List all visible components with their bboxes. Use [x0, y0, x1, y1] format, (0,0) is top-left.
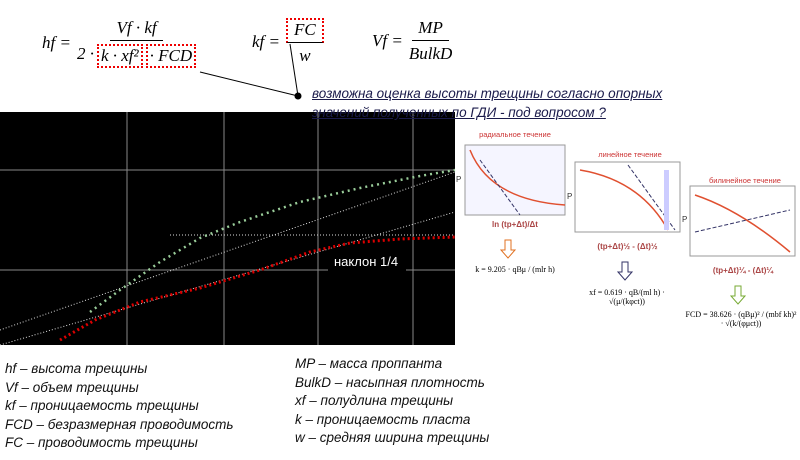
shape	[694, 194, 791, 253]
diagram-3	[689, 185, 796, 305]
legend-item: xf – полудлина трещины	[295, 393, 454, 408]
shape	[616, 261, 634, 281]
legend-left: hf – высота трещины Vf – объем трещины kf …	[5, 360, 234, 453]
shape	[664, 170, 669, 230]
label-box	[328, 252, 406, 272]
den-part: BulkD	[408, 44, 453, 63]
formula-kf: kf = FC w	[252, 18, 324, 66]
shape	[479, 159, 521, 216]
red-points	[59, 235, 456, 342]
fraction: FC w	[286, 18, 324, 66]
formula-lhs: Vf =	[372, 31, 403, 50]
fraction: Vf · kf 2 · k · xf² · FCD	[76, 18, 197, 68]
legend-item: k – проницаемость пласта	[295, 411, 471, 427]
legend-item: Vf – объем трещины	[5, 379, 139, 395]
diagram-y-label: P	[682, 215, 688, 224]
diagram-formula: FCD = 38.626 · (qBμ)² / (mbf kh)² · √(k/…	[685, 310, 797, 328]
numerator: FC	[286, 18, 324, 43]
shape	[469, 149, 566, 206]
pointer-line	[289, 43, 299, 97]
numerator: Vf · kf	[110, 18, 163, 41]
denominator: BulkD	[409, 41, 452, 64]
legend-item: kf – проницаемость трещины	[5, 398, 199, 413]
diagram-x-label: ln (tp+Δt)/Δt	[492, 220, 538, 229]
legend-item: hf – высота трещины	[5, 361, 148, 376]
green-points	[89, 168, 456, 314]
diagram-title: линейное течение	[598, 150, 662, 159]
numerator: MP	[412, 18, 449, 41]
legend-item: FCD – безразмерная проводимость	[5, 416, 234, 432]
pointer-line	[199, 71, 299, 97]
diagram-title: билинейное течение	[709, 176, 781, 185]
legend-right: MP – масса проппанта BulkD – насыпная пло…	[295, 355, 489, 448]
plot-grid	[0, 112, 455, 345]
formula-lhs: hf =	[42, 33, 71, 52]
diagram-formula: xf = 0.619 · qB/(ml h) · √(μ/(kφct))	[589, 288, 665, 306]
annotation: возможна оценка высоты трещины согласно …	[312, 84, 662, 122]
trend-lines	[0, 171, 456, 346]
annotation-line: значений полученных по ГДИ - под вопросо…	[312, 105, 606, 120]
den-part: k · xf²	[96, 44, 143, 68]
shape	[0, 171, 456, 331]
den-part: w	[299, 46, 311, 65]
diagram-title: радиальное течение	[479, 130, 551, 139]
formula-lhs: kf =	[252, 32, 280, 51]
diagram-formula: k = 9.205 · qBμ / (mlr h)	[475, 265, 555, 274]
den-part: · FCD	[145, 44, 197, 68]
plot-background	[0, 112, 455, 345]
shape	[499, 239, 517, 259]
diagram-x-label: (tp+Δt)½ - (Δt)½	[597, 242, 658, 251]
annotation-line: возможна оценка высоты трещины согласно …	[312, 86, 663, 101]
shape	[694, 209, 791, 233]
shape	[0, 211, 456, 346]
formula-hf: hf = Vf · kf 2 · k · xf² · FCD	[42, 18, 197, 68]
denominator: w	[299, 43, 310, 66]
den-part: 2 ·	[76, 44, 94, 63]
formula-vf: Vf = MP BulkD	[372, 18, 452, 64]
diagram-2	[574, 161, 681, 281]
fraction: MP BulkD	[409, 18, 452, 64]
shape	[464, 144, 566, 216]
denominator: 2 · k · xf² · FCD	[76, 41, 197, 68]
shape	[579, 169, 669, 231]
diagram-x-label: (tp+Δt)¼ - (Δt)¼	[712, 266, 774, 275]
legend-item: BulkD – насыпная плотность	[295, 374, 485, 390]
shape	[729, 285, 747, 305]
diagram-y-label: P	[456, 175, 462, 184]
legend-item: w – средняя ширина трещины	[295, 430, 490, 445]
diagram-1	[464, 144, 566, 259]
diagram-y-label: P	[567, 192, 573, 201]
legend-item: FC – проводимость трещины	[5, 435, 198, 450]
slope-label: наклон 1/4	[334, 254, 398, 269]
legend-item: MP – масса проппанта	[295, 356, 443, 371]
pointer-dot	[294, 92, 302, 100]
